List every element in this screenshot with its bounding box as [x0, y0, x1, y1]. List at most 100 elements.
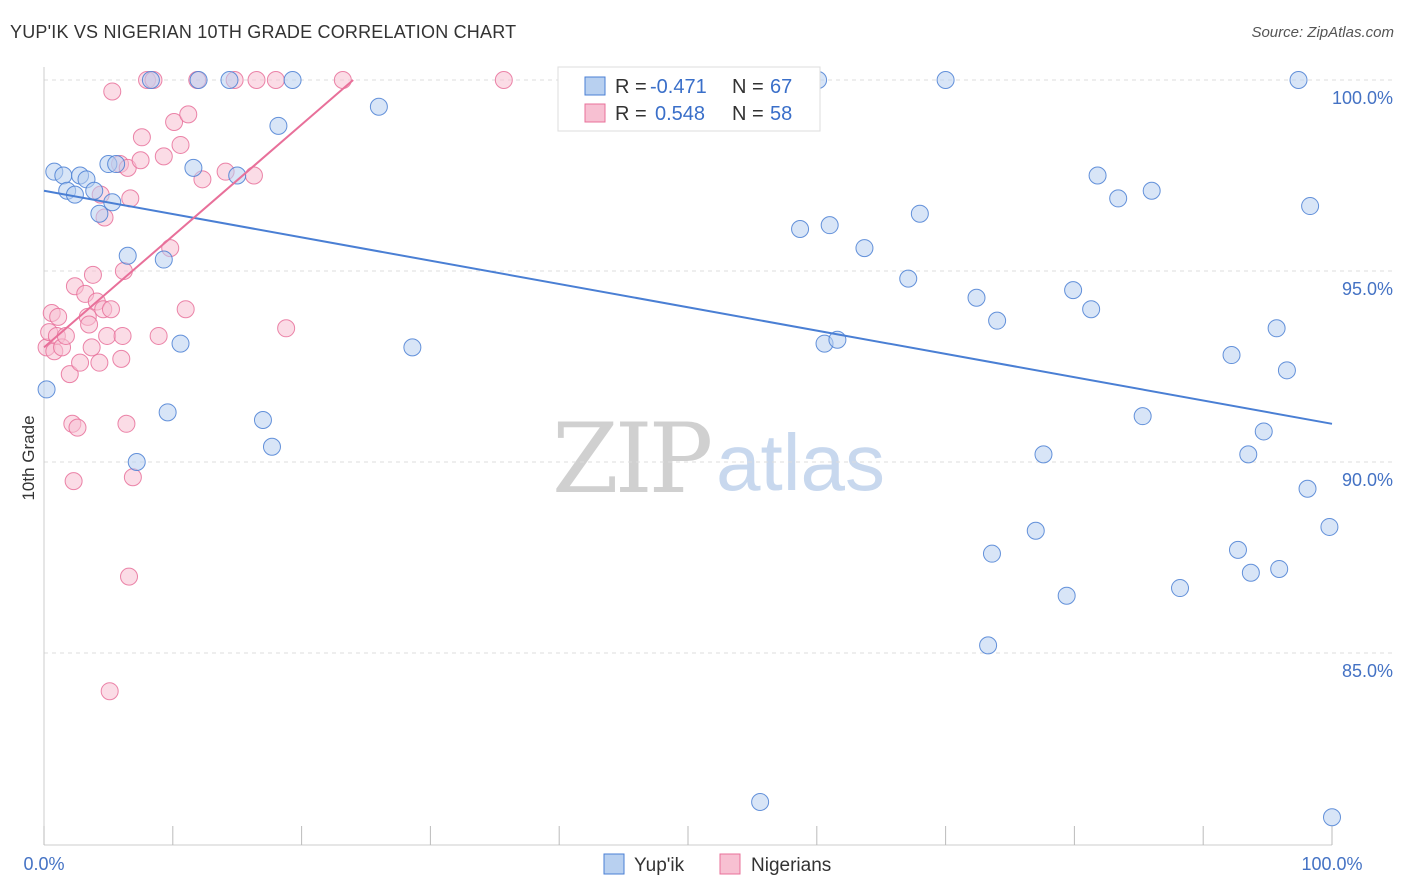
yupik-point [1241, 563, 1260, 582]
nigerians-point [100, 682, 119, 701]
yupik-point [967, 288, 986, 307]
yupik-point [899, 269, 918, 288]
yupik-point [1222, 346, 1241, 365]
yupik-point [1277, 361, 1296, 380]
yupik-point [910, 204, 929, 223]
nigerians-point [120, 567, 139, 586]
nigerians-point [90, 353, 109, 372]
nigerians-point [113, 326, 132, 345]
yupik-point [85, 181, 104, 200]
yupik-point [228, 166, 247, 185]
y-tick-label: 95.0% [1342, 279, 1393, 299]
yupik-point [90, 204, 109, 223]
yupik-point [979, 636, 998, 655]
yupik-point [1267, 319, 1286, 338]
nigerians-point [165, 113, 184, 132]
yupik-point [283, 71, 302, 89]
y-axis-title: 10th Grade [19, 415, 38, 500]
y-tick-label: 85.0% [1342, 661, 1393, 681]
yupik-point [1057, 586, 1076, 605]
yupik-point [1289, 71, 1308, 89]
series-legend: Yup'ik Nigerians [603, 853, 831, 876]
nigerians-trend-line [43, 79, 354, 349]
nigerians-point [82, 338, 101, 357]
yupik-point [127, 453, 146, 471]
bottom-legend-label-nigerians: Nigerians [751, 855, 831, 876]
bottom-legend-swatch-nigerians [719, 853, 741, 875]
source-credit: Source: ZipAtlas.com [1251, 24, 1394, 41]
axes [43, 67, 1333, 846]
legend-swatch-nigerians [584, 103, 606, 123]
yupik-point [1133, 407, 1152, 426]
stats-legend: R = -0.471 N = 67 R = 0.548 N = 58 [557, 66, 821, 132]
yupik-point [1301, 197, 1320, 216]
yupik-point [936, 71, 955, 89]
nigerians-point [103, 82, 122, 101]
yupik-point [118, 246, 137, 265]
nigerians-point [56, 326, 75, 345]
nigerians-point [114, 262, 133, 280]
yupik-point [1320, 517, 1339, 536]
x-tick-label-max: 100.0% [1301, 854, 1362, 874]
watermark: ZIP atlas [552, 403, 885, 515]
yupik-point [1270, 559, 1289, 578]
yupik-trend-line [43, 189, 1333, 425]
nigerians-point [149, 326, 168, 345]
nigerians-point [98, 326, 117, 345]
yupik-point [1171, 579, 1190, 598]
yupik-point [1239, 445, 1258, 464]
legend-r-label-nigerians: R = [615, 103, 647, 125]
yupik-point [1298, 479, 1317, 498]
legend-r-value-yupik: -0.471 [650, 76, 707, 98]
legend-n-value-nigerians: 58 [770, 103, 792, 125]
nigerians-point [247, 71, 266, 89]
y-tick-label: 100.0% [1332, 88, 1393, 108]
y-tick-label: 90.0% [1342, 470, 1393, 490]
yupik-point [855, 239, 874, 258]
yupik-point [171, 334, 190, 353]
yupik-point [1228, 540, 1247, 559]
yupik-point [141, 71, 160, 89]
nigerians-point [132, 128, 151, 147]
nigerians-point [68, 418, 87, 437]
yupik-point [253, 410, 272, 429]
nigerians-point [171, 135, 190, 154]
yupik-point [1026, 521, 1045, 540]
legend-n-value-yupik: 67 [770, 76, 792, 98]
nigerians-point [80, 315, 99, 334]
yupik-point [158, 403, 177, 422]
yupik-point [982, 544, 1001, 563]
yupik-point [988, 311, 1007, 330]
nigerians-point [71, 353, 90, 372]
nigerians-point [112, 349, 131, 368]
yupik-point [154, 250, 173, 269]
yupik-point [220, 71, 239, 89]
yupik-point [1142, 181, 1161, 200]
yupik-point [269, 116, 288, 135]
nigerians-point [494, 71, 513, 89]
gridlines [44, 79, 1392, 654]
bottom-legend-label-yupik: Yup'ik [634, 855, 685, 876]
yupik-point [751, 792, 770, 811]
yupik-point [403, 338, 422, 357]
nigerians-point [277, 319, 296, 338]
nigerians-point [179, 105, 198, 124]
legend-r-value-nigerians: 0.548 [655, 103, 705, 125]
legend-r-label-yupik: R = [615, 76, 647, 98]
series-yupik-points [37, 71, 1341, 827]
trend-lines [43, 79, 1333, 425]
legend-n-label-nigerians: N = [732, 103, 764, 125]
yupik-point [1323, 808, 1341, 827]
yupik-point [107, 155, 126, 174]
x-tick-label-min: 0.0% [23, 854, 64, 874]
yupik-point [1034, 445, 1053, 464]
yupik-point [820, 216, 839, 235]
nigerians-point [64, 472, 83, 491]
nigerians-point [131, 151, 150, 170]
nigerians-point [244, 166, 263, 185]
yupik-point [37, 380, 56, 399]
yupik-point [1254, 422, 1273, 441]
nigerians-point [154, 147, 173, 166]
yupik-point [1082, 300, 1101, 319]
